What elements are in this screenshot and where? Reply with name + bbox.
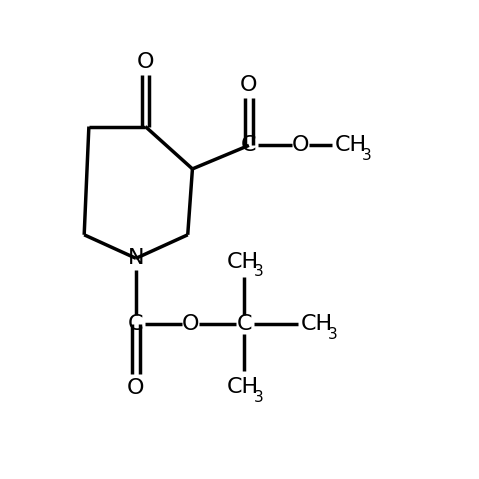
Text: CH: CH	[226, 377, 259, 397]
Text: 3: 3	[253, 264, 263, 279]
Text: C: C	[237, 314, 252, 334]
Text: C: C	[241, 136, 257, 155]
Text: O: O	[127, 378, 145, 398]
Text: 3: 3	[362, 148, 372, 163]
Text: C: C	[128, 314, 144, 334]
Text: 3: 3	[253, 390, 263, 405]
Text: CH: CH	[301, 314, 333, 334]
Text: O: O	[292, 136, 309, 155]
Text: O: O	[137, 52, 154, 71]
Text: CH: CH	[334, 136, 367, 155]
Text: N: N	[128, 248, 144, 268]
Text: CH: CH	[226, 251, 259, 272]
Text: 3: 3	[328, 327, 338, 342]
Text: O: O	[182, 314, 199, 334]
Text: O: O	[240, 75, 258, 95]
